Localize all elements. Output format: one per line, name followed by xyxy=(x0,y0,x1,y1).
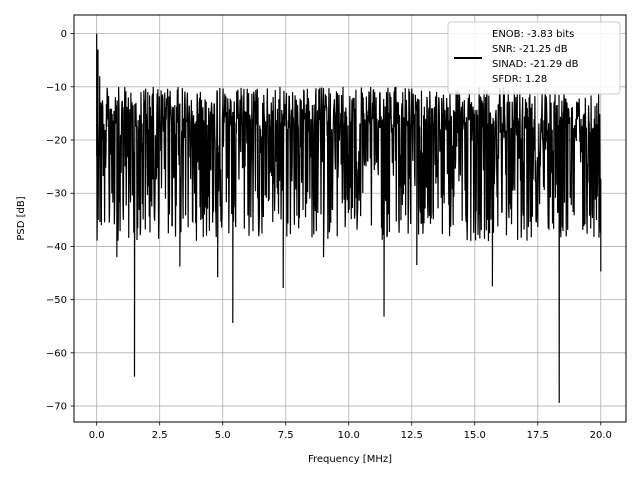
y-tick-label: −50 xyxy=(46,295,67,306)
x-tick-label: 0.0 xyxy=(89,430,105,441)
y-tick-label: −10 xyxy=(46,82,67,93)
y-tick-label: −30 xyxy=(46,189,67,200)
x-tick-label: 20.0 xyxy=(590,430,612,441)
psd-series xyxy=(96,33,602,403)
y-tick-label: 0 xyxy=(61,29,67,40)
x-tick-label: 2.5 xyxy=(152,430,168,441)
y-tick-label: −20 xyxy=(46,136,67,147)
legend-sfdr: SFDR: 1.28 xyxy=(492,74,547,85)
x-tick-label: 17.5 xyxy=(527,430,549,441)
plot-frame xyxy=(73,14,627,423)
y-tick-label: −40 xyxy=(46,242,67,253)
psd-line xyxy=(96,33,602,403)
legend-box xyxy=(447,21,621,95)
x-tick-label: 7.5 xyxy=(278,430,294,441)
legend-snr: SNR: -21.25 dB xyxy=(492,44,568,55)
legend: ENOB: -3.83 bits SNR: -21.25 dB SINAD: -… xyxy=(447,21,621,95)
x-tick-label: 15.0 xyxy=(464,430,486,441)
x-tick-label: 10.0 xyxy=(338,430,360,441)
y-axis-label: PSD [dB] xyxy=(16,196,27,240)
x-tick-label: 12.5 xyxy=(401,430,423,441)
legend-sinad: SINAD: -21.29 dB xyxy=(492,59,579,70)
y-tick-label: −60 xyxy=(46,348,67,359)
x-axis-label: Frequency [MHz] xyxy=(308,454,392,465)
legend-enob: ENOB: -3.83 bits xyxy=(492,29,574,40)
y-tick-label: −70 xyxy=(46,402,67,413)
axis-ticks: 0.0 2.5 5.0 7.5 10.0 12.5 15.0 17.5 20.0 0 −10 −20 −… xyxy=(46,29,612,441)
x-tick-label: 5.0 xyxy=(215,430,231,441)
